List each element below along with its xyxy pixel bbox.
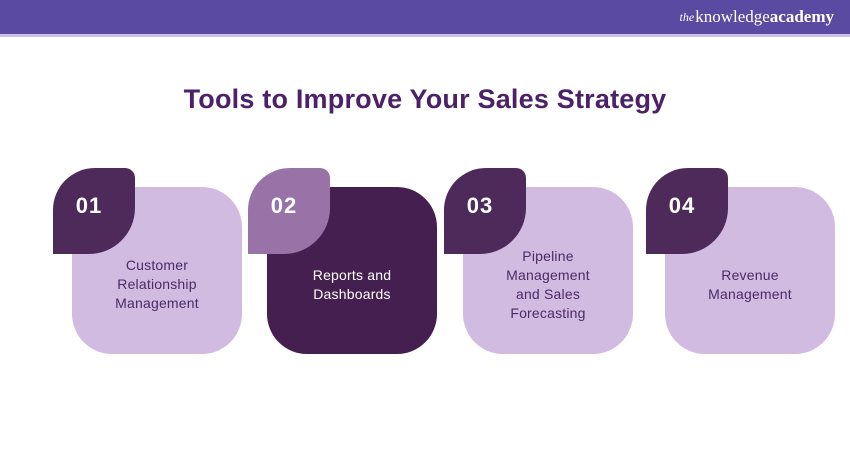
card-label-area: Reports and Dashboards <box>267 187 437 354</box>
card-revenue-management: 04 Revenue Management <box>646 168 835 354</box>
card-label: Pipeline Management and Sales Forecastin… <box>506 247 590 321</box>
card-pipeline-management-sales-forecasting: 03 Pipeline Management and Sales Forecas… <box>444 168 633 354</box>
header-underline <box>0 34 850 37</box>
knowledge-academy-logo: the knowledge academy <box>680 0 834 34</box>
number-badge: 02 <box>248 168 330 254</box>
card-customer-relationship-management: 01 Customer Relationship Management <box>53 168 242 354</box>
card-label-area: Revenue Management <box>665 187 835 354</box>
number-badge: 04 <box>646 168 728 254</box>
header-bar <box>0 0 850 34</box>
logo-the: the <box>679 9 695 24</box>
card-label: Customer Relationship Management <box>115 257 199 311</box>
logo-knowledge: knowledge <box>695 7 770 26</box>
number-badge: 01 <box>53 168 135 254</box>
card-label: Reports and Dashboards <box>312 266 392 302</box>
card-number: 02 <box>270 193 298 218</box>
card-label-area: Customer Relationship Management <box>72 187 242 354</box>
card-number: 04 <box>668 193 696 218</box>
card-label: Revenue Management <box>708 266 792 302</box>
page-title: Tools to Improve Your Sales Strategy <box>183 84 667 114</box>
card-number: 03 <box>466 193 494 218</box>
logo-academy: academy <box>769 7 834 26</box>
card-reports-and-dashboards: 02 Reports and Dashboards <box>248 168 437 354</box>
card-number: 01 <box>75 193 103 218</box>
card-label-area: Pipeline Management and Sales Forecastin… <box>463 187 633 354</box>
number-badge: 03 <box>444 168 526 254</box>
